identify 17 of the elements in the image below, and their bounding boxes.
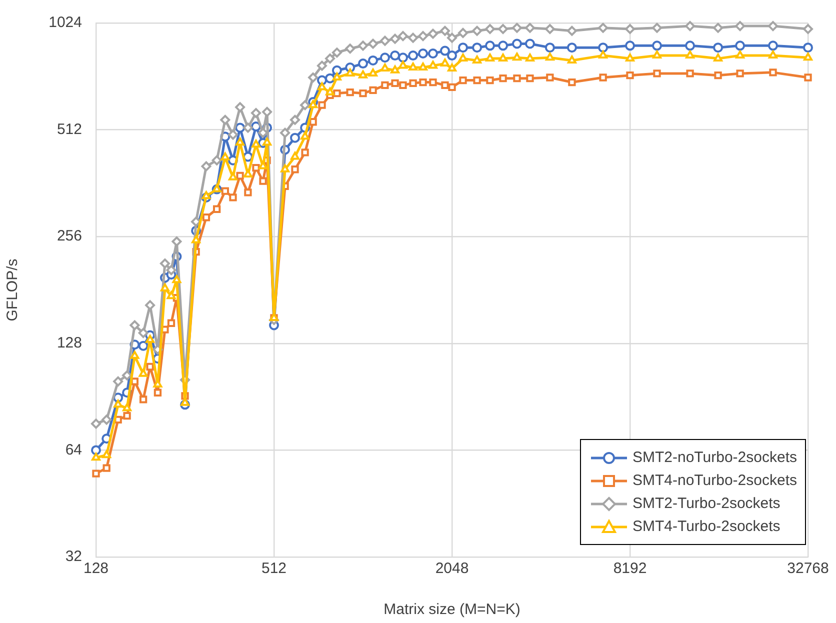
- y-tick-label: 32: [65, 548, 82, 566]
- x-tick-label: 8192: [613, 560, 647, 578]
- x-tick-label: 2048: [435, 560, 469, 578]
- y-tick-label: 512: [56, 120, 82, 138]
- legend-label: SMT2-noTurbo-2sockets: [632, 449, 797, 466]
- legend-label: SMT4-noTurbo-2sockets: [632, 472, 797, 489]
- x-tick-label: 32768: [787, 560, 829, 578]
- legend-label: SMT2-Turbo-2sockets: [632, 495, 780, 512]
- y-tick-label: 64: [65, 441, 82, 458]
- y-axis-title: GFLOP/s: [4, 258, 22, 322]
- x-axis-title: Matrix size (M=N=K): [384, 601, 520, 618]
- y-tick-label: 1024: [48, 14, 82, 32]
- y-tick-label: 128: [56, 334, 82, 352]
- legend-label: SMT4-Turbo-2sockets: [632, 518, 780, 535]
- x-tick-label: 128: [83, 560, 109, 578]
- y-tick-label: 256: [56, 228, 82, 245]
- x-tick-label: 512: [261, 560, 287, 578]
